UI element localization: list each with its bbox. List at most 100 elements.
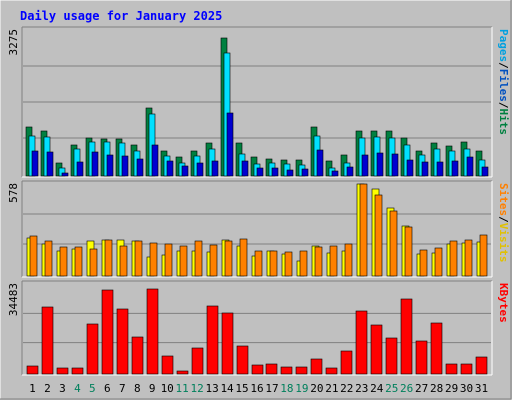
bar-sites-day-20 (314, 246, 323, 277)
bar-kbytes-day-18 (280, 366, 293, 375)
bar-kbytes-day-9 (146, 288, 159, 375)
bar-kbytes-day-27 (415, 340, 428, 375)
x-tick-label: 6 (104, 382, 111, 395)
bar-sites-day-9 (149, 242, 158, 277)
bar-sites-day-6 (104, 239, 113, 277)
bar-sites-day-18 (284, 251, 293, 277)
bar-pages-day-11 (181, 165, 189, 177)
x-tick-label: 17 (265, 382, 278, 395)
bar-kbytes-day-22 (340, 350, 353, 375)
bar-sites-day-24 (374, 194, 383, 277)
x-tick-label: 20 (310, 382, 323, 395)
x-tick-label: 28 (430, 382, 443, 395)
bar-pages-day-8 (136, 158, 144, 177)
x-tick-label: 13 (205, 382, 218, 395)
bar-kbytes-day-26 (400, 298, 413, 375)
x-tick-label: 16 (250, 382, 263, 395)
bar-sites-day-28 (434, 247, 443, 277)
bar-sites-day-15 (239, 238, 248, 277)
ymax-label: 34483 (7, 283, 20, 316)
x-tick-label: 2 (44, 382, 51, 395)
x-tick-label: 15 (235, 382, 248, 395)
bar-sites-day-4 (74, 246, 83, 277)
bar-kbytes-day-13 (206, 305, 219, 375)
bar-sites-day-5 (89, 248, 98, 277)
bar-kbytes-day-3 (56, 367, 69, 375)
bar-sites-day-25 (389, 210, 398, 277)
bar-kbytes-day-25 (385, 337, 398, 375)
bar-sites-day-22 (344, 243, 353, 277)
bar-sites-day-12 (194, 240, 203, 277)
bar-pages-day-25 (391, 153, 399, 177)
bar-kbytes-day-28 (430, 322, 443, 375)
bar-kbytes-day-16 (251, 364, 264, 375)
x-tick-label: 31 (475, 382, 488, 395)
x-tick-label: 5 (89, 382, 96, 395)
bar-kbytes-day-1 (26, 365, 39, 375)
x-axis-labels: 1 2 3 4 5 6 7 8 9 10 11 12 13 14 15 16 17 18 19 20 21 22 23 24 2… (29, 382, 488, 395)
bar-pages-day-12 (196, 162, 204, 177)
bar-pages-day-21 (331, 170, 339, 177)
bar-pages-day-27 (421, 161, 429, 177)
bar-pages-day-17 (271, 167, 279, 177)
x-tick-label: 18 (280, 382, 293, 395)
bar-kbytes-day-23 (355, 310, 368, 375)
x-tick-label: 1 (29, 382, 36, 395)
bar-pages-day-3 (61, 172, 69, 177)
bar-kbytes-day-17 (265, 363, 278, 375)
bar-pages-day-14 (226, 112, 234, 177)
bar-pages-day-9 (151, 144, 159, 177)
x-tick-label: 14 (220, 382, 234, 395)
x-tick-label: 4 (74, 382, 81, 395)
bar-sites-day-7 (119, 245, 128, 277)
bar-pages-day-4 (76, 161, 84, 177)
bar-kbytes-day-7 (116, 308, 129, 375)
bar-kbytes-day-15 (236, 345, 249, 375)
series-label: Pages/Files/Hits (497, 29, 510, 135)
bar-kbytes-day-19 (295, 366, 308, 375)
bar-pages-day-20 (316, 149, 324, 177)
bar-kbytes-day-12 (191, 347, 204, 375)
panel-1: 3275 Pages/Files/Hits (7, 26, 510, 178)
bar-pages-day-22 (346, 166, 354, 177)
bar-pages-day-6 (106, 154, 114, 177)
bar-pages-day-16 (256, 167, 264, 177)
bar-pages-day-29 (451, 160, 459, 177)
bar-pages-day-24 (376, 152, 384, 177)
x-tick-label: 26 (400, 382, 413, 395)
bar-kbytes-day-24 (370, 324, 383, 375)
bar-pages-day-10 (166, 160, 174, 177)
bar-pages-day-13 (211, 160, 219, 177)
bar-pages-day-1 (31, 150, 39, 177)
bar-sites-day-23 (359, 183, 368, 277)
series-label: KBytes (497, 283, 510, 323)
series-label-part: Sites (497, 183, 510, 216)
bar-sites-day-21 (329, 245, 338, 277)
bar-kbytes-day-21 (325, 367, 338, 375)
bar-pages-day-23 (361, 154, 369, 177)
bar-kbytes-day-2 (41, 306, 54, 375)
bar-sites-day-14 (224, 240, 233, 277)
bar-kbytes-day-4 (71, 367, 84, 375)
bar-pages-day-19 (301, 168, 309, 177)
bar-sites-day-31 (479, 234, 488, 277)
series-label-part: Files (497, 69, 510, 102)
x-tick-label: 23 (355, 382, 368, 395)
x-tick-label: 30 (460, 382, 473, 395)
series-label-part: KBytes (497, 283, 510, 323)
bar-sites-day-2 (44, 240, 53, 277)
bar-sites-day-26 (404, 226, 413, 277)
series-label-part: Visits (497, 223, 510, 263)
plot-area (22, 281, 492, 375)
x-tick-label: 3 (59, 382, 66, 395)
bar-kbytes-day-10 (161, 355, 174, 375)
series-label: Sites/Visits (497, 183, 510, 263)
x-tick-label: 10 (161, 382, 174, 395)
ymax-label: 3275 (7, 29, 20, 56)
bar-kbytes-day-29 (445, 363, 458, 375)
bar-pages-day-2 (46, 151, 54, 177)
x-tick-label: 12 (191, 382, 204, 395)
bar-sites-day-13 (209, 244, 218, 277)
bar-kbytes-day-6 (101, 289, 114, 375)
